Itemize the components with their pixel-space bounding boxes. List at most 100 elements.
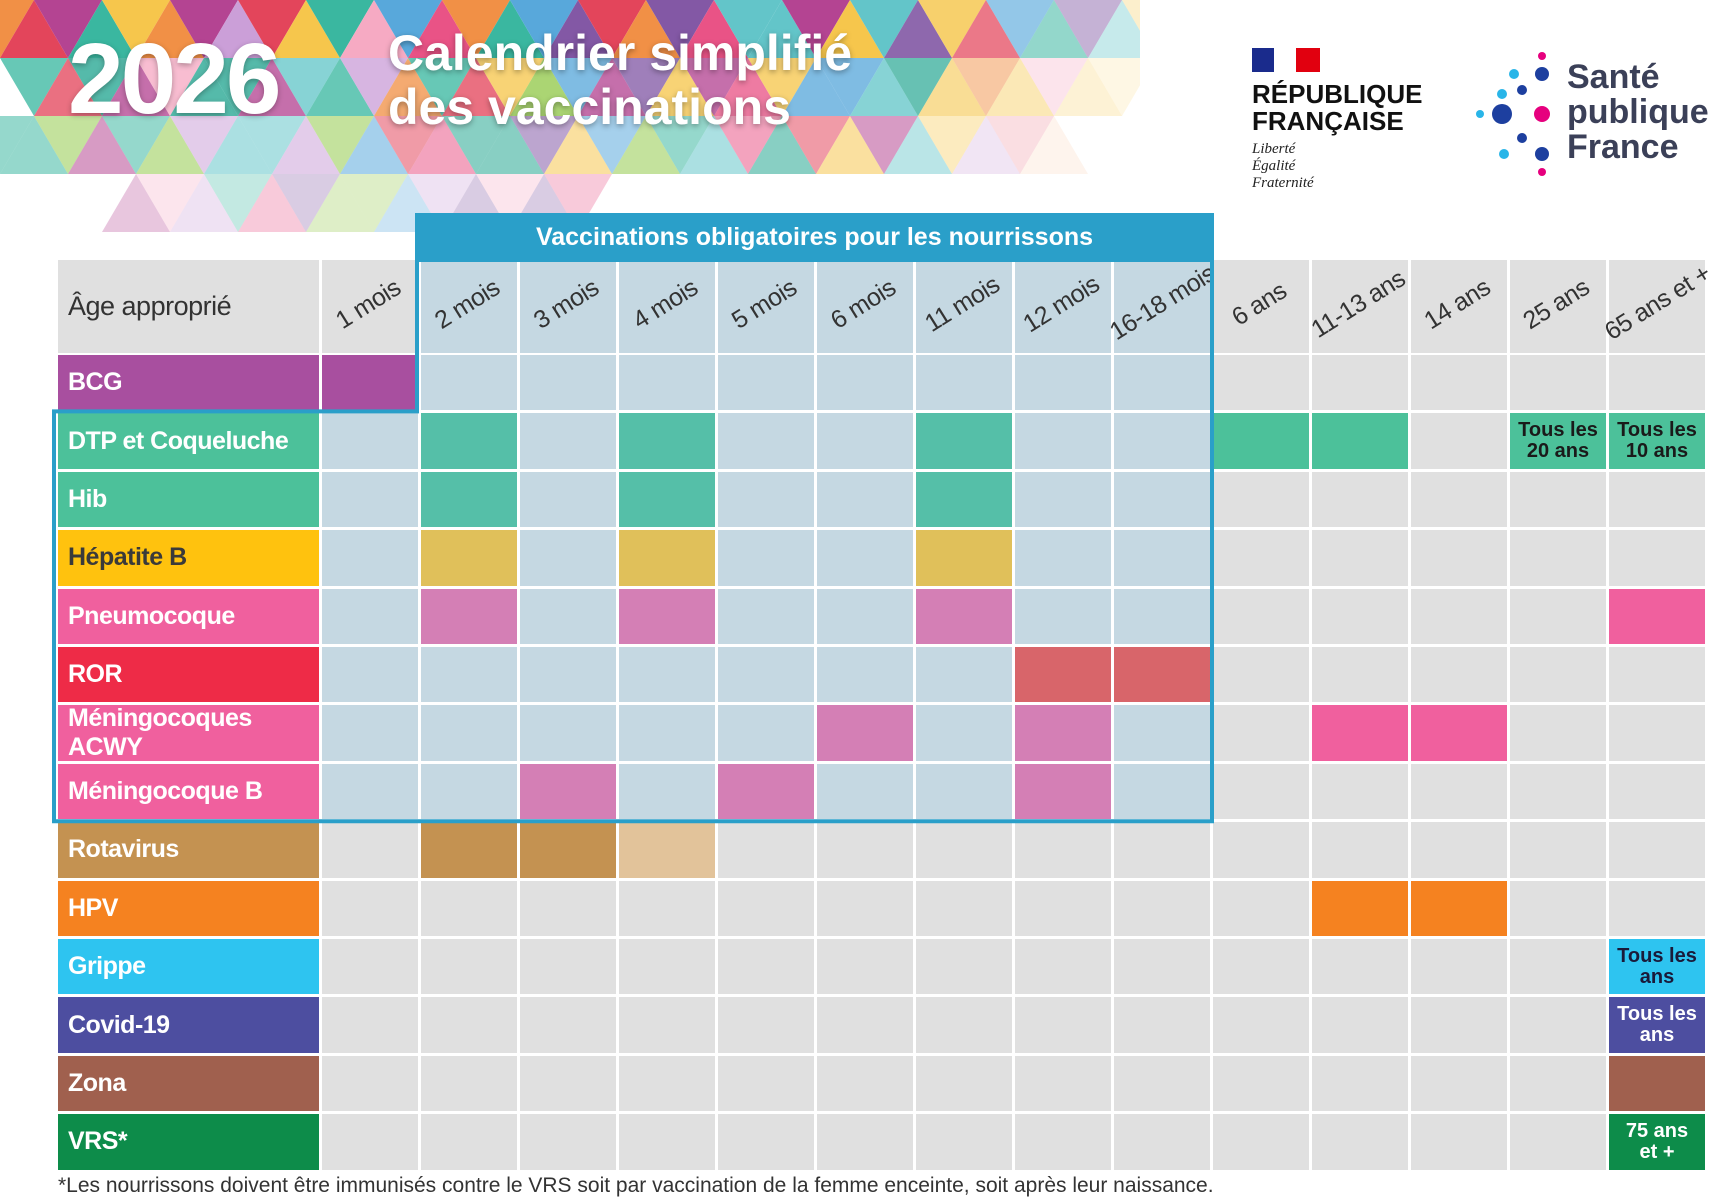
mosaic-tile (238, 116, 306, 174)
vaccine-label: Hépatite B (58, 530, 319, 586)
mosaic-tile (34, 116, 102, 174)
empty-cell (1114, 1055, 1210, 1112)
mosaic-tile (748, 0, 816, 58)
mosaic-tile (714, 116, 782, 174)
dose-cell (520, 763, 616, 820)
empty-cell (718, 880, 814, 936)
vaccine-label: Grippe (58, 939, 319, 995)
empty-cell (1213, 705, 1309, 761)
dose-cell (421, 822, 517, 878)
mosaic-tile (850, 0, 918, 58)
mosaic-tile (170, 0, 238, 58)
empty-cell (817, 530, 913, 586)
mosaic-tile (408, 116, 476, 174)
empty-cell (1609, 880, 1705, 936)
mosaic-tile (952, 116, 1020, 174)
empty-cell (1114, 588, 1210, 644)
empty-cell (520, 588, 616, 644)
empty-cell (1411, 413, 1507, 469)
motto-line: Liberté (1252, 141, 1296, 157)
mosaic-tile (918, 116, 986, 174)
empty-cell (1510, 1114, 1606, 1170)
empty-cell (322, 413, 418, 469)
empty-cell (1312, 1055, 1408, 1112)
empty-cell (1015, 355, 1111, 411)
dose-cell (1015, 705, 1111, 761)
empty-cell (817, 471, 913, 528)
mosaic-tile (102, 174, 170, 232)
mosaic-tile (1122, 0, 1140, 31)
dose-cell (619, 530, 715, 586)
empty-cell (1312, 588, 1408, 644)
mosaic-tile (646, 0, 714, 58)
mosaic-tile (510, 58, 578, 116)
empty-cell (1609, 822, 1705, 878)
empty-cell (619, 647, 715, 703)
mosaic-tile (986, 116, 1054, 174)
empty-cell (520, 705, 616, 761)
empty-cell (1213, 997, 1309, 1053)
dose-cell (817, 705, 913, 761)
mosaic-tile (204, 58, 272, 116)
empty-cell (421, 355, 517, 411)
corner-header: Âge approprié (58, 260, 319, 353)
empty-cell (1213, 588, 1309, 644)
empty-cell (1609, 530, 1705, 586)
mosaic-tile (952, 0, 1020, 58)
mosaic-tile (544, 116, 612, 174)
empty-cell (1213, 647, 1309, 703)
mosaic-tile (272, 116, 340, 174)
mosaic-tile (204, 174, 272, 232)
mosaic-tile (0, 116, 68, 174)
dose-cell: Tous les 20 ans (1510, 413, 1606, 469)
empty-cell (520, 471, 616, 528)
dose-cell (1312, 705, 1408, 761)
empty-cell (520, 997, 616, 1053)
spf-line: France (1567, 128, 1679, 166)
empty-cell (718, 1114, 814, 1170)
mosaic-tile (306, 116, 374, 174)
empty-cell (1510, 355, 1606, 411)
mosaic-tile (136, 116, 204, 174)
empty-cell (322, 1114, 418, 1170)
empty-cell (1411, 355, 1507, 411)
mosaic-tile (170, 58, 238, 116)
dose-cell (421, 471, 517, 528)
title-line: des vaccinations (388, 79, 791, 135)
vaccine-label: Covid-19 (58, 997, 319, 1053)
empty-cell (1114, 471, 1210, 528)
mosaic-tile (612, 0, 680, 58)
dose-cell (916, 471, 1012, 528)
empty-cell (421, 1114, 517, 1170)
spf-name: Santé publique France (1567, 60, 1709, 165)
mosaic-tile (612, 58, 680, 116)
dose-cell (1609, 1055, 1705, 1112)
vaccine-label: BCG (58, 355, 319, 411)
mosaic-tile (340, 0, 408, 58)
year: 2026 (68, 23, 281, 135)
spf-line: publique (1567, 93, 1709, 131)
empty-cell (1015, 530, 1111, 586)
empty-cell (1510, 822, 1606, 878)
mosaic-tile (442, 58, 510, 116)
rf-name: RÉPUBLIQUE FRANÇAISE (1252, 81, 1422, 135)
dose-cell (421, 588, 517, 644)
empty-cell (1312, 355, 1408, 411)
mosaic-tile (884, 116, 952, 174)
mosaic-tile (578, 0, 646, 58)
empty-cell (718, 530, 814, 586)
mosaic-tile (238, 0, 306, 58)
mosaic-tile (510, 0, 578, 58)
vaccine-label: Rotavirus (58, 822, 319, 878)
empty-cell (619, 997, 715, 1053)
empty-cell (1411, 647, 1507, 703)
empty-cell (718, 588, 814, 644)
mosaic-tile (374, 58, 442, 116)
empty-cell (718, 1055, 814, 1112)
empty-cell (322, 588, 418, 644)
mosaic-tile (0, 58, 68, 116)
age-header-bg (1213, 260, 1309, 353)
empty-cell (322, 880, 418, 936)
empty-cell (322, 822, 418, 878)
